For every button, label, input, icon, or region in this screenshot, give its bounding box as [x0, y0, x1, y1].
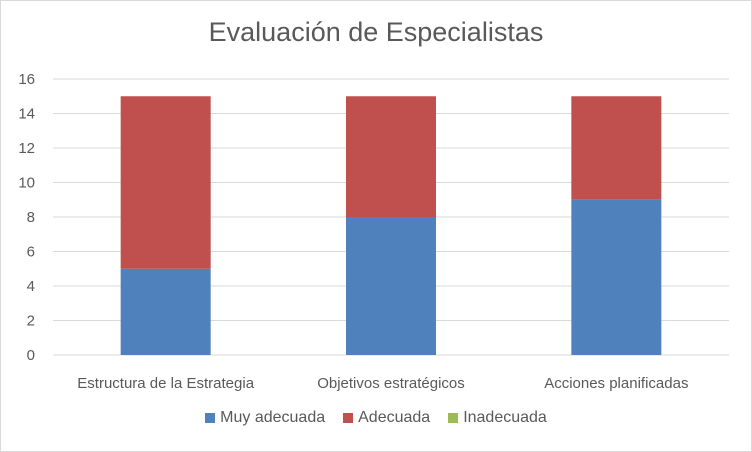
y-tick-label: 0 [27, 347, 35, 364]
y-tick-label: 14 [18, 106, 35, 123]
bar-adecuada-0 [120, 96, 211, 269]
bar-adecuada-1 [346, 96, 436, 217]
legend-swatch-adecuada [343, 413, 354, 423]
y-tick-label: 6 [27, 244, 35, 261]
legend-label-inadecuada: Inadecuada [463, 409, 547, 426]
y-tick-label: 10 [18, 175, 35, 192]
legend-swatch-inadecuada [448, 413, 459, 423]
y-tick-label: 4 [27, 278, 35, 295]
y-tick-label: 2 [27, 313, 35, 330]
chart-title: Evaluación de Especialistas [208, 17, 544, 47]
legend-label-muy-adecuada: Muy adecuada [220, 409, 326, 426]
y-tick-label: 12 [18, 140, 35, 157]
y-tick-label: 8 [27, 209, 35, 226]
bar-adecuada-2 [571, 96, 662, 200]
legend-item-muy-adecuada: Muy adecuada [205, 409, 325, 427]
legend-label-adecuada: Adecuada [358, 409, 431, 426]
x-tick-label: Objetivos estratégicos [317, 375, 465, 392]
bar-muy-adecuada-0 [120, 268, 211, 355]
legend-swatch-muy-adecuada [205, 413, 216, 423]
y-tick-label: 16 [18, 71, 35, 88]
legend-item-inadecuada: Inadecuada [448, 409, 547, 427]
bar-muy-adecuada-2 [571, 199, 662, 355]
x-tick-label: Acciones planificadas [544, 375, 688, 392]
legend: Muy adecuada Adecuada Inadecuada [1, 409, 751, 427]
legend-item-adecuada: Adecuada [343, 409, 430, 427]
x-tick-label: Estructura de la Estrategia [77, 375, 254, 392]
bar-muy-adecuada-1 [346, 217, 436, 355]
